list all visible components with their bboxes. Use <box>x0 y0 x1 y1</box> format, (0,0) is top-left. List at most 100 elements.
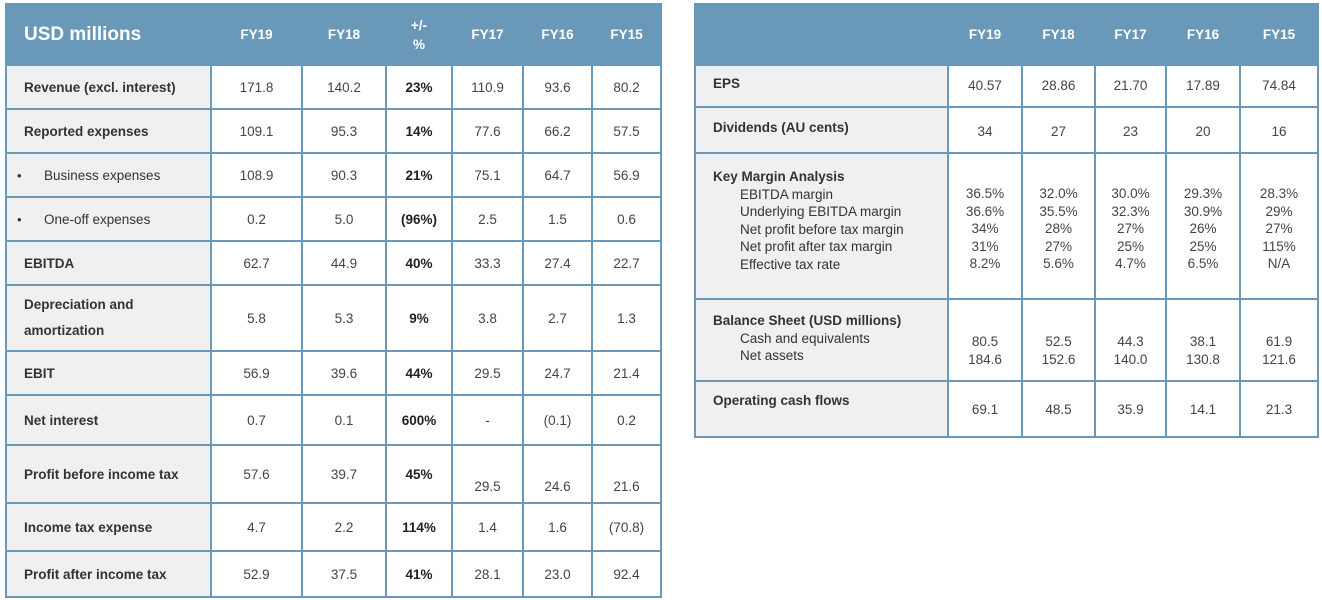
row-label: • One-off expenses <box>5 196 212 242</box>
cell-fy18: 140.2 <box>301 64 387 110</box>
cell-fy16: 2.7 <box>522 284 593 352</box>
row-label-line2: amortization <box>24 323 105 338</box>
col-fy17: FY17 <box>451 3 524 66</box>
cell-change: 45% <box>385 444 453 504</box>
cell-fy17: 21.70 <box>1094 64 1167 108</box>
cell-fy15: 0.6 <box>591 196 662 242</box>
cell-fy18: 37.5 <box>301 550 387 598</box>
margin-value: 25% <box>1116 238 1145 254</box>
eps-row: EPS 40.57 28.86 21.70 17.89 74.84 <box>694 64 1319 108</box>
cell-fy17: 77.6 <box>451 108 524 154</box>
margin-value: 34% <box>971 221 999 236</box>
table-row: Net interest 0.7 0.1 600% - (0.1) 0.2 <box>5 394 662 446</box>
cell-fy15: (70.8) <box>591 502 662 552</box>
cell-fy17: 35.9 <box>1094 380 1167 438</box>
col-fy18: FY18 <box>301 3 387 66</box>
table-row: EBIT 56.9 39.6 44% 29.5 24.7 21.4 <box>5 350 662 396</box>
cell-fy19: 36.5% 36.6% 34% 31% 8.2% <box>947 152 1023 300</box>
cell-change: (96%) <box>385 196 453 242</box>
margin-value: 31% <box>971 238 999 254</box>
key-margin-label-cell: Key Margin Analysis EBITDA margin Underl… <box>694 152 949 300</box>
table-row: Revenue (excl. interest) 171.8 140.2 23%… <box>5 64 662 110</box>
cell-fy17: 23 <box>1094 106 1167 154</box>
balance-value: 52.5 <box>1045 334 1072 349</box>
cell-fy17: 3.8 <box>451 284 524 352</box>
cell-fy15: 28.3% 29% 27% 115% N/A <box>1239 152 1319 300</box>
col-fy17: FY17 <box>1094 3 1167 66</box>
col-fy19: FY19 <box>947 3 1023 66</box>
row-label: EBIT <box>5 350 212 396</box>
row-label: EBITDA <box>5 240 212 286</box>
balance-value: 121.6 <box>1262 351 1296 367</box>
metrics-table: FY19 FY18 FY17 FY16 FY15 EPS 40.57 28.86… <box>694 3 1319 438</box>
cell-fy15: 1.3 <box>591 284 662 352</box>
row-label: Operating cash flows <box>694 380 949 438</box>
cell-fy19: 62.7 <box>210 240 303 286</box>
cell-fy17: 29.5 <box>451 444 524 504</box>
income-statement-table: USD millions FY19 FY18 +/- % FY17 FY16 F… <box>5 3 662 598</box>
cell-change: 21% <box>385 152 453 198</box>
col-fy18: FY18 <box>1021 3 1096 66</box>
row-label: Key Margin Analysis <box>713 169 845 184</box>
cell-fy15: 21.6 <box>591 444 662 504</box>
cell-fy15: 0.2 <box>591 394 662 446</box>
cell-fy16: 1.5 <box>522 196 593 242</box>
cell-fy16: (0.1) <box>522 394 593 446</box>
row-label: Income tax expense <box>5 502 212 552</box>
cell-fy17: 33.3 <box>451 240 524 286</box>
corner-cell <box>694 3 949 66</box>
cell-fy15: 56.9 <box>591 152 662 198</box>
cell-fy16: 29.3% 30.9% 26% 25% 6.5% <box>1165 152 1241 300</box>
cell-fy17: 30.0% 32.3% 27% 25% 4.7% <box>1094 152 1167 300</box>
row-label: Balance Sheet (USD millions) <box>713 313 902 328</box>
row-label: EPS <box>694 64 949 108</box>
cell-fy19: 0.7 <box>210 394 303 446</box>
margin-value: 8.2% <box>969 256 1001 271</box>
margin-value: 28.3% <box>1259 186 1299 201</box>
row-label-line1: Depreciation and <box>24 297 134 312</box>
cell-change: 23% <box>385 64 453 110</box>
cell-fy18: 28.86 <box>1021 64 1096 108</box>
row-label: Dividends (AU cents) <box>694 106 949 154</box>
table-row: Depreciation and amortization 5.8 5.3 9% … <box>5 284 662 352</box>
cell-fy17: 29.5 <box>451 350 524 396</box>
table-row: Profit after income tax 52.9 37.5 41% 28… <box>5 550 662 598</box>
cell-change: 44% <box>385 350 453 396</box>
balance-value: 140.0 <box>1113 351 1148 367</box>
table-title: USD millions <box>5 3 212 66</box>
margin-value: 6.5% <box>1187 256 1219 271</box>
col-change-percent: % <box>412 36 425 52</box>
cell-fy17: 110.9 <box>451 64 524 110</box>
table-row: Income tax expense 4.7 2.2 114% 1.4 1.6 … <box>5 502 662 552</box>
row-label: • Business expenses <box>5 152 212 198</box>
cell-fy18: 2.2 <box>301 502 387 552</box>
dividends-row: Dividends (AU cents) 34 27 23 20 16 <box>694 106 1319 154</box>
table-row: Reported expenses 109.1 95.3 14% 77.6 66… <box>5 108 662 154</box>
cell-fy16: 20 <box>1165 106 1241 154</box>
cell-fy16: 24.7 <box>522 350 593 396</box>
cell-fy18: 27 <box>1021 106 1096 154</box>
balance-value: 44.3 <box>1117 334 1144 349</box>
row-label-text: Business expenses <box>44 167 161 183</box>
cell-fy18: 44.9 <box>301 240 387 286</box>
bullet-icon: • <box>17 167 22 183</box>
margin-value: 32.0% <box>1039 186 1078 201</box>
table-row: • Business expenses 108.9 90.3 21% 75.1 6… <box>5 152 662 198</box>
cell-fy15: 57.5 <box>591 108 662 154</box>
row-label: Revenue (excl. interest) <box>5 64 212 110</box>
operating-cash-row: Operating cash flows 69.1 48.5 35.9 14.1… <box>694 380 1319 438</box>
cell-fy19: 108.9 <box>210 152 303 198</box>
cell-fy19: 80.5 184.6 <box>947 298 1023 382</box>
margin-value: 29% <box>1265 203 1293 219</box>
margin-value: 28% <box>1044 221 1073 236</box>
cell-fy18: 39.6 <box>301 350 387 396</box>
balance-sheet-row: Balance Sheet (USD millions) Cash and eq… <box>694 298 1319 382</box>
cell-fy16: 64.7 <box>522 152 593 198</box>
cell-fy17: 1.4 <box>451 502 524 552</box>
margin-value: 30.9% <box>1183 203 1223 219</box>
margin-value: 32.3% <box>1111 203 1150 219</box>
margin-value: 25% <box>1189 238 1217 254</box>
cell-fy19: 0.2 <box>210 196 303 242</box>
margin-value: 4.7% <box>1115 256 1146 271</box>
margin-item: Net profit before tax margin <box>740 221 904 237</box>
